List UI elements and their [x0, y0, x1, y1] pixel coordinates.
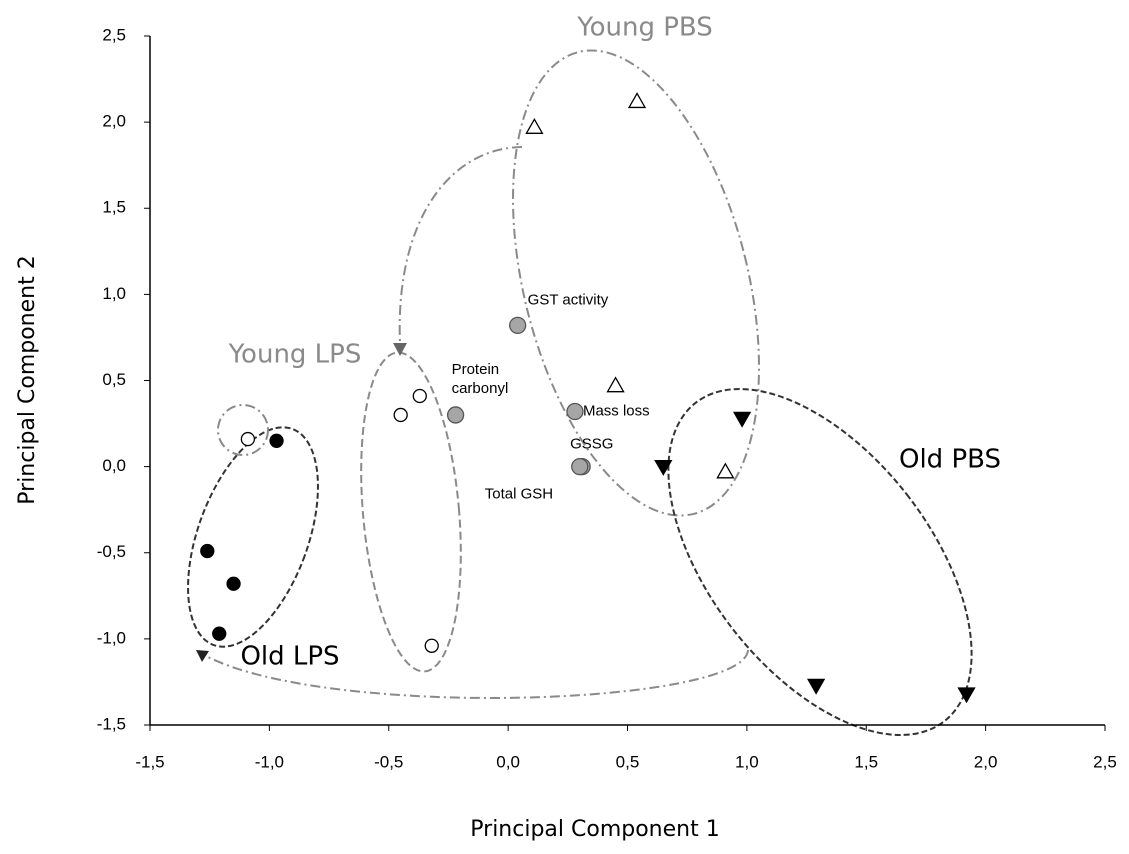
trajectory-arrow: [205, 649, 749, 699]
point: [240, 431, 256, 447]
group-label: Old PBS: [899, 445, 1001, 475]
loading-label: Mass loss: [583, 402, 650, 419]
point: [424, 638, 439, 653]
trajectory-arrow: [398, 146, 523, 344]
loading-point: [446, 406, 465, 424]
point: [716, 462, 735, 479]
group-ellipse: [187, 426, 319, 648]
y-tick-label: 2,0: [102, 112, 126, 131]
point: [654, 459, 673, 476]
loading-point: [571, 457, 589, 476]
group-label: Young PBS: [576, 13, 713, 43]
point: [212, 626, 227, 641]
point: [200, 543, 215, 559]
point: [606, 376, 625, 393]
group-label: Old LPS: [240, 642, 339, 672]
point: [732, 411, 752, 428]
loading-label: carbonyl: [452, 380, 509, 397]
arrow-head: [393, 343, 407, 356]
x-tick-label: -1,0: [255, 752, 284, 771]
point: [806, 678, 826, 695]
y-tick-label: 2,5: [102, 25, 126, 44]
y-tick-label: -0,5: [97, 542, 126, 561]
point: [269, 433, 284, 448]
y-axis-title: Principal Component 2: [15, 255, 40, 504]
y-tick-label: -1,5: [97, 714, 126, 733]
group-ellipse: [512, 49, 760, 517]
loading-label: Protein: [452, 361, 500, 378]
loading-label: GST activity: [528, 291, 609, 308]
group-ellipse: [667, 388, 973, 736]
x-tick-label: 1,5: [854, 752, 878, 771]
point: [412, 388, 427, 404]
loading-label: GSSG: [570, 436, 613, 453]
y-tick-label: 0,5: [102, 370, 126, 389]
x-tick-label: -0,5: [374, 752, 403, 771]
point: [957, 687, 976, 704]
x-axis-title: Principal Component 1: [470, 817, 719, 842]
x-tick-label: 2,0: [974, 752, 998, 771]
loading-label: Total GSH: [485, 486, 553, 503]
group-label: Young LPS: [228, 340, 362, 370]
y-tick-label: -1,0: [97, 628, 126, 647]
group-ellipse: [360, 351, 462, 673]
outlier-circle: [217, 404, 269, 456]
y-tick-label: 1,5: [102, 198, 126, 217]
y-tick-label: 0,0: [102, 456, 126, 475]
x-tick-label: 1,0: [735, 752, 759, 771]
y-tick-label: 1,0: [102, 284, 126, 303]
point: [627, 92, 647, 109]
point: [393, 407, 408, 423]
group-outlines: [187, 49, 973, 736]
x-tick-label: 2,5: [1093, 752, 1117, 771]
point: [525, 117, 544, 134]
arrow-head: [196, 650, 209, 662]
x-tick-label: 0,5: [616, 752, 640, 771]
loading-point: [509, 316, 527, 335]
loading-point: [566, 402, 584, 421]
point: [226, 576, 241, 591]
x-tick-label: -1,5: [135, 752, 164, 771]
x-tick-label: 0,0: [496, 752, 520, 771]
